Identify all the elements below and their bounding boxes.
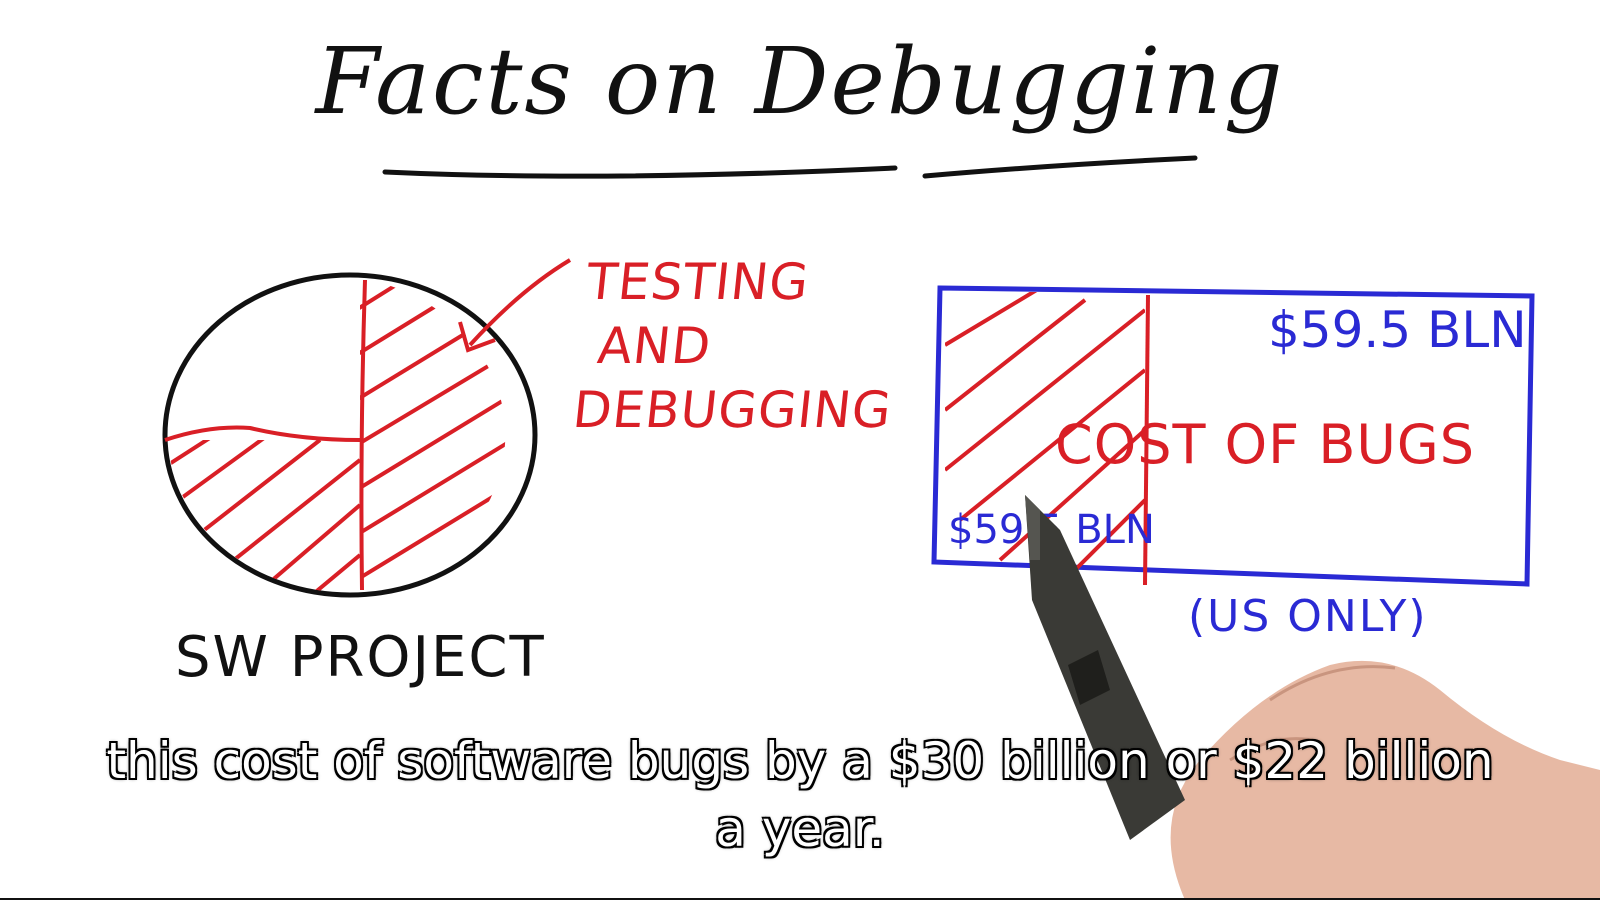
pie-outline [162,272,538,598]
cost-divider [1143,294,1150,586]
cost-of-bugs-label: COST OF BUGS [1055,413,1476,476]
subtitle-line-2: a year. [715,800,885,858]
callout-arrow [468,258,572,347]
stylus-pen-icon [1025,495,1185,840]
pie-divider-vertical [359,279,367,591]
total-cost-value: $59.5 BLN [1268,301,1527,359]
subtitle-line-1: this cost of software bugs by a $30 bill… [106,732,1494,790]
video-bottom-edge [0,898,1600,900]
title-underline [382,155,1198,179]
callout-arrowhead [458,321,496,353]
pie-divider-horizontal [164,425,361,442]
cost-box-outline [931,285,1535,587]
page-title: Facts on Debugging [315,28,1285,135]
pie-caption: SW PROJECT [175,625,546,690]
region-note: (US ONLY) [1188,591,1428,642]
hand-icon [1170,660,1600,900]
